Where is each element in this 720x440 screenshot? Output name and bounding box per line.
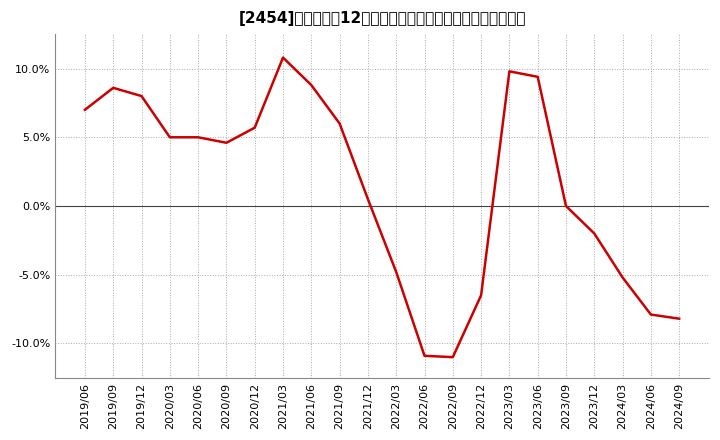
- Title: [2454]　売上高の12か月移動合計の対前年同期増減率の推移: [2454] 売上高の12か月移動合計の対前年同期増減率の推移: [238, 11, 526, 26]
